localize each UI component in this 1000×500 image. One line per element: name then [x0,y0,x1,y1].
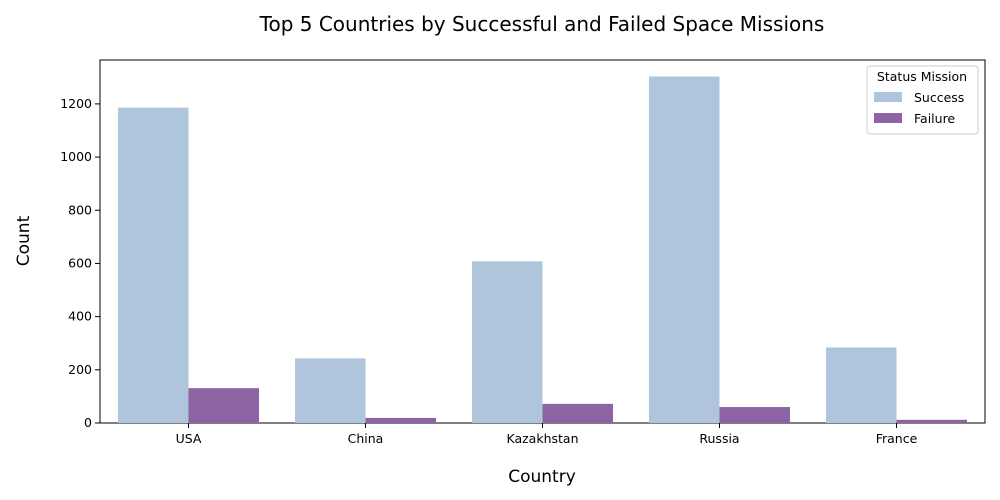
y-tick-label-0: 0 [84,415,92,430]
legend-swatch-success [874,92,902,102]
bar-kazakhstan-success [472,261,543,423]
legend-swatch-failure [874,113,902,123]
x-tick-label-russia: Russia [699,431,739,446]
plot-area: 0 200 400 600 800 1000 1200 USA China Kazakhstan… [60,59,986,446]
x-tick-label-china: China [348,431,384,446]
legend-title: Status Mission [877,69,967,84]
chart-title: Top 5 Countries by Successful and Failed… [259,12,825,36]
y-tick-label-1200: 1200 [60,96,92,111]
bar-china-success [295,358,366,423]
bar-france-success [826,347,897,423]
bar-france-failure [896,419,967,423]
x-tick-label-kazakhstan: Kazakhstan [506,431,578,446]
y-tick-label-600: 600 [68,255,92,270]
y-axis: 0 200 400 600 800 1000 1200 [60,96,100,430]
bar-usa-success [118,107,189,423]
bar-russia-success [649,76,720,424]
legend-label-failure: Failure [914,111,955,126]
x-tick-label-france: France [876,431,918,446]
legend-items: Success Failure [874,90,964,126]
y-tick-label-800: 800 [68,202,92,217]
bar-kazakhstan-failure [542,403,613,423]
x-axis-label: Country [508,467,576,487]
y-axis-label: Count [14,215,34,266]
legend: Status Mission Success Failure [866,65,979,135]
x-tick-label-usa: USA [176,431,202,446]
y-tick-label-400: 400 [68,309,92,324]
bar-china-failure [365,417,436,423]
bar-usa-failure [188,388,259,423]
x-axis: USA China Kazakhstan Russia France [176,423,918,446]
bars-layer [118,76,967,424]
y-tick-label-200: 200 [68,362,92,377]
legend-label-success: Success [914,90,964,105]
y-tick-label-1000: 1000 [60,149,92,164]
bar-russia-failure [719,407,790,423]
